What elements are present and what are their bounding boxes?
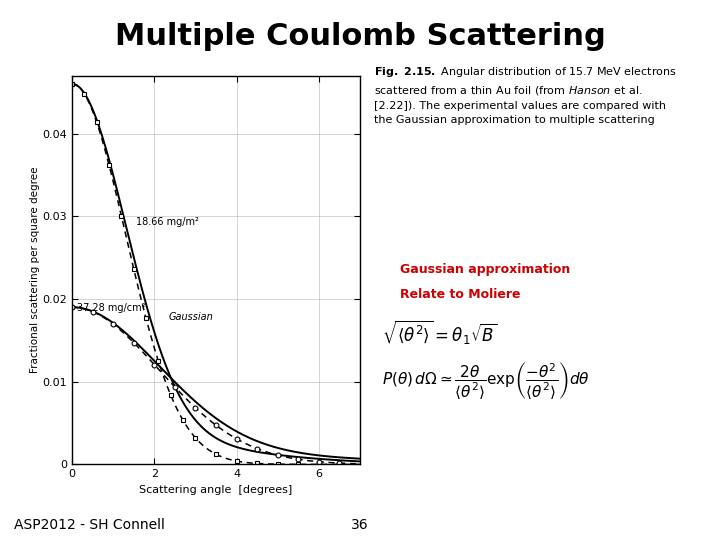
Text: Gaussian approximation: Gaussian approximation bbox=[400, 264, 570, 276]
Text: $\mathbf{Fig.\ 2.15.}$ Angular distribution of 15.7 MeV electrons
scattered from: $\mathbf{Fig.\ 2.15.}$ Angular distribut… bbox=[374, 65, 677, 125]
Y-axis label: Fractional scattering per square degree: Fractional scattering per square degree bbox=[30, 167, 40, 373]
X-axis label: Scattering angle  [degrees]: Scattering angle [degrees] bbox=[140, 485, 292, 495]
Text: $P(\theta)\,d\Omega \simeq \dfrac{2\theta}{\langle\theta^2\rangle}\exp\!\left(\d: $P(\theta)\,d\Omega \simeq \dfrac{2\thet… bbox=[382, 360, 590, 401]
Text: Relate to Moliere: Relate to Moliere bbox=[400, 288, 520, 301]
Text: 18.66 mg/m²: 18.66 mg/m² bbox=[136, 217, 199, 226]
Text: 37.28 mg/cm²: 37.28 mg/cm² bbox=[77, 303, 145, 313]
Text: Gaussian: Gaussian bbox=[168, 312, 213, 322]
Text: ASP2012 - SH Connell: ASP2012 - SH Connell bbox=[14, 518, 166, 532]
Text: Multiple Coulomb Scattering: Multiple Coulomb Scattering bbox=[114, 22, 606, 51]
Text: $\sqrt{\langle\theta^2\rangle} = \theta_1\sqrt{B}$: $\sqrt{\langle\theta^2\rangle} = \theta_… bbox=[382, 318, 497, 346]
Text: 36: 36 bbox=[351, 518, 369, 532]
